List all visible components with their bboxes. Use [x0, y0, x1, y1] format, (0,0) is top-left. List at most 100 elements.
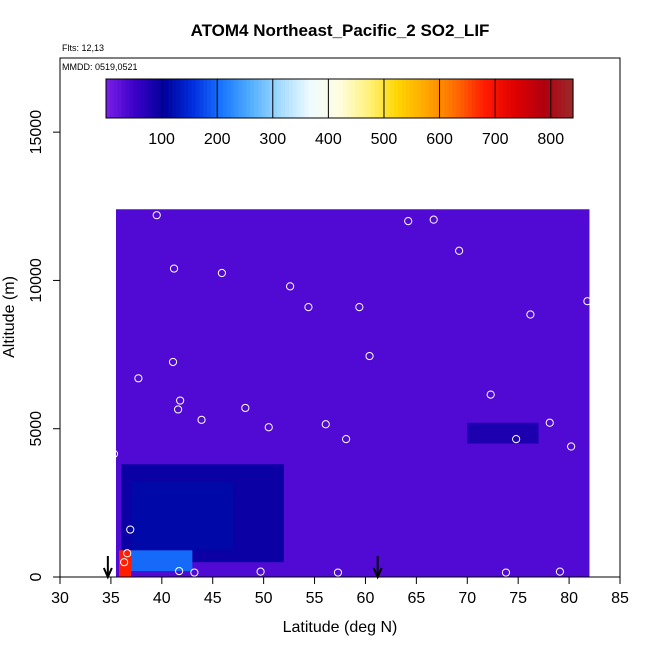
flight-point	[120, 558, 129, 567]
colorbar-segment	[226, 79, 232, 118]
colorbar-segment	[141, 79, 146, 118]
colorbar-segment	[277, 79, 282, 118]
x-tick-label: 40	[153, 590, 171, 607]
flight-point	[174, 405, 183, 414]
colorbar-segment	[339, 79, 344, 118]
colorbar-segment	[429, 79, 434, 118]
x-axis: 30 35 40 45 50 55 60 65 70 75 80 85	[51, 577, 629, 607]
colorbar-segment	[300, 79, 306, 118]
colorbar-segment	[156, 79, 162, 118]
colorbar-segment	[390, 79, 395, 118]
colorbar-segment	[471, 79, 477, 118]
colorbar-segment	[164, 79, 169, 118]
colorbar-segment	[129, 79, 134, 118]
colorbar-segment	[199, 79, 204, 118]
colorbar-segment	[487, 79, 492, 118]
colorbar-segment	[144, 79, 150, 118]
colorbar-segment	[421, 79, 426, 118]
colorbar-segment	[553, 79, 559, 118]
colorbar-segment	[183, 79, 189, 118]
colorbar-segment	[534, 79, 539, 118]
flight-point	[168, 357, 178, 367]
colorbar-segment	[327, 79, 333, 118]
colorbar-segment	[320, 79, 325, 118]
y-axis: 0 5000 10000 15000	[28, 110, 60, 581]
colorbar-segment	[347, 79, 352, 118]
colorbar-segment	[137, 79, 142, 118]
colorbar-segment	[545, 79, 551, 118]
colorbar-segment	[172, 79, 177, 118]
colorbar-segment	[565, 79, 570, 118]
colorbar-segment	[168, 79, 173, 118]
colorbar-segment	[444, 79, 450, 118]
flight-point	[304, 303, 313, 312]
x-tick-label: 65	[407, 590, 425, 607]
x-tick-label: 50	[255, 590, 273, 607]
colorbar-segment	[234, 79, 239, 118]
flight-point	[455, 246, 464, 255]
colorbar-segment	[106, 79, 111, 118]
colorbar-segment	[343, 79, 348, 118]
flight-point	[365, 351, 374, 361]
flight-point	[429, 215, 438, 224]
colorbar-segment	[187, 79, 193, 118]
colorbar-segment	[355, 79, 360, 118]
colorbar-segment	[148, 79, 154, 118]
flight-point	[190, 568, 199, 577]
flight-point	[176, 396, 185, 405]
colorbar-segment	[269, 79, 274, 118]
colorbar-tick-label: 200	[204, 131, 231, 148]
colorbar-segment	[312, 79, 317, 118]
y-tick-label: 10000	[28, 258, 45, 303]
colorbar-segment	[467, 79, 473, 118]
y-axis-title: Altitude (m)	[1, 276, 18, 358]
colorbar-segment	[495, 79, 500, 118]
colorbar-segment	[366, 79, 372, 118]
dates-annotation: MMDD: 0519,0521	[62, 62, 138, 72]
colorbar-segment	[432, 79, 438, 118]
colorbar-segment	[518, 79, 524, 118]
colorbar-segment	[514, 79, 520, 118]
colorbar-tick-label: 600	[426, 131, 453, 148]
flight-point	[197, 415, 206, 424]
colorbar-segment	[452, 79, 457, 118]
colorbar-segment	[323, 79, 329, 118]
colorbar-segment	[491, 79, 496, 118]
colorbar-segment	[176, 79, 181, 118]
colorbar-segment	[316, 79, 321, 118]
colorbar-segment	[304, 79, 309, 118]
colorbar-segment	[464, 79, 469, 118]
colorbar-segment	[569, 79, 574, 118]
colorbar-segment	[502, 79, 508, 118]
colorbar-segment	[537, 79, 543, 118]
flight-point	[404, 217, 413, 226]
colorbar-segment	[113, 79, 119, 118]
flight-point	[241, 403, 250, 413]
colorbar-segment	[238, 79, 243, 118]
colorbar-tick-label: 700	[482, 131, 509, 148]
colorbar-segment	[285, 79, 290, 118]
colorbar-segment	[257, 79, 263, 118]
colorbar-segment	[261, 79, 267, 118]
colorbar-segment	[191, 79, 197, 118]
flight-point	[169, 264, 179, 273]
colorbar-segment	[417, 79, 422, 118]
x-tick-label: 55	[306, 590, 324, 607]
colorbar-segment	[413, 79, 418, 118]
colorbar-segment	[222, 79, 228, 118]
flight-point	[109, 449, 119, 459]
colorbar-tick-label: 400	[315, 131, 342, 148]
colorbar-tick-label: 300	[259, 131, 286, 148]
colorbar-segment	[483, 79, 488, 118]
colorbar-segment	[561, 79, 566, 118]
colorbar-segment	[475, 79, 481, 118]
colorbar-segment	[203, 79, 208, 118]
colorbar-segment	[530, 79, 535, 118]
colorbar-segment	[522, 79, 527, 118]
colorbar-segment	[308, 79, 313, 118]
x-tick-label: 35	[102, 590, 120, 607]
flight-point	[526, 310, 535, 319]
colorbar-segment	[331, 79, 337, 118]
colorbar-segment	[351, 79, 356, 118]
